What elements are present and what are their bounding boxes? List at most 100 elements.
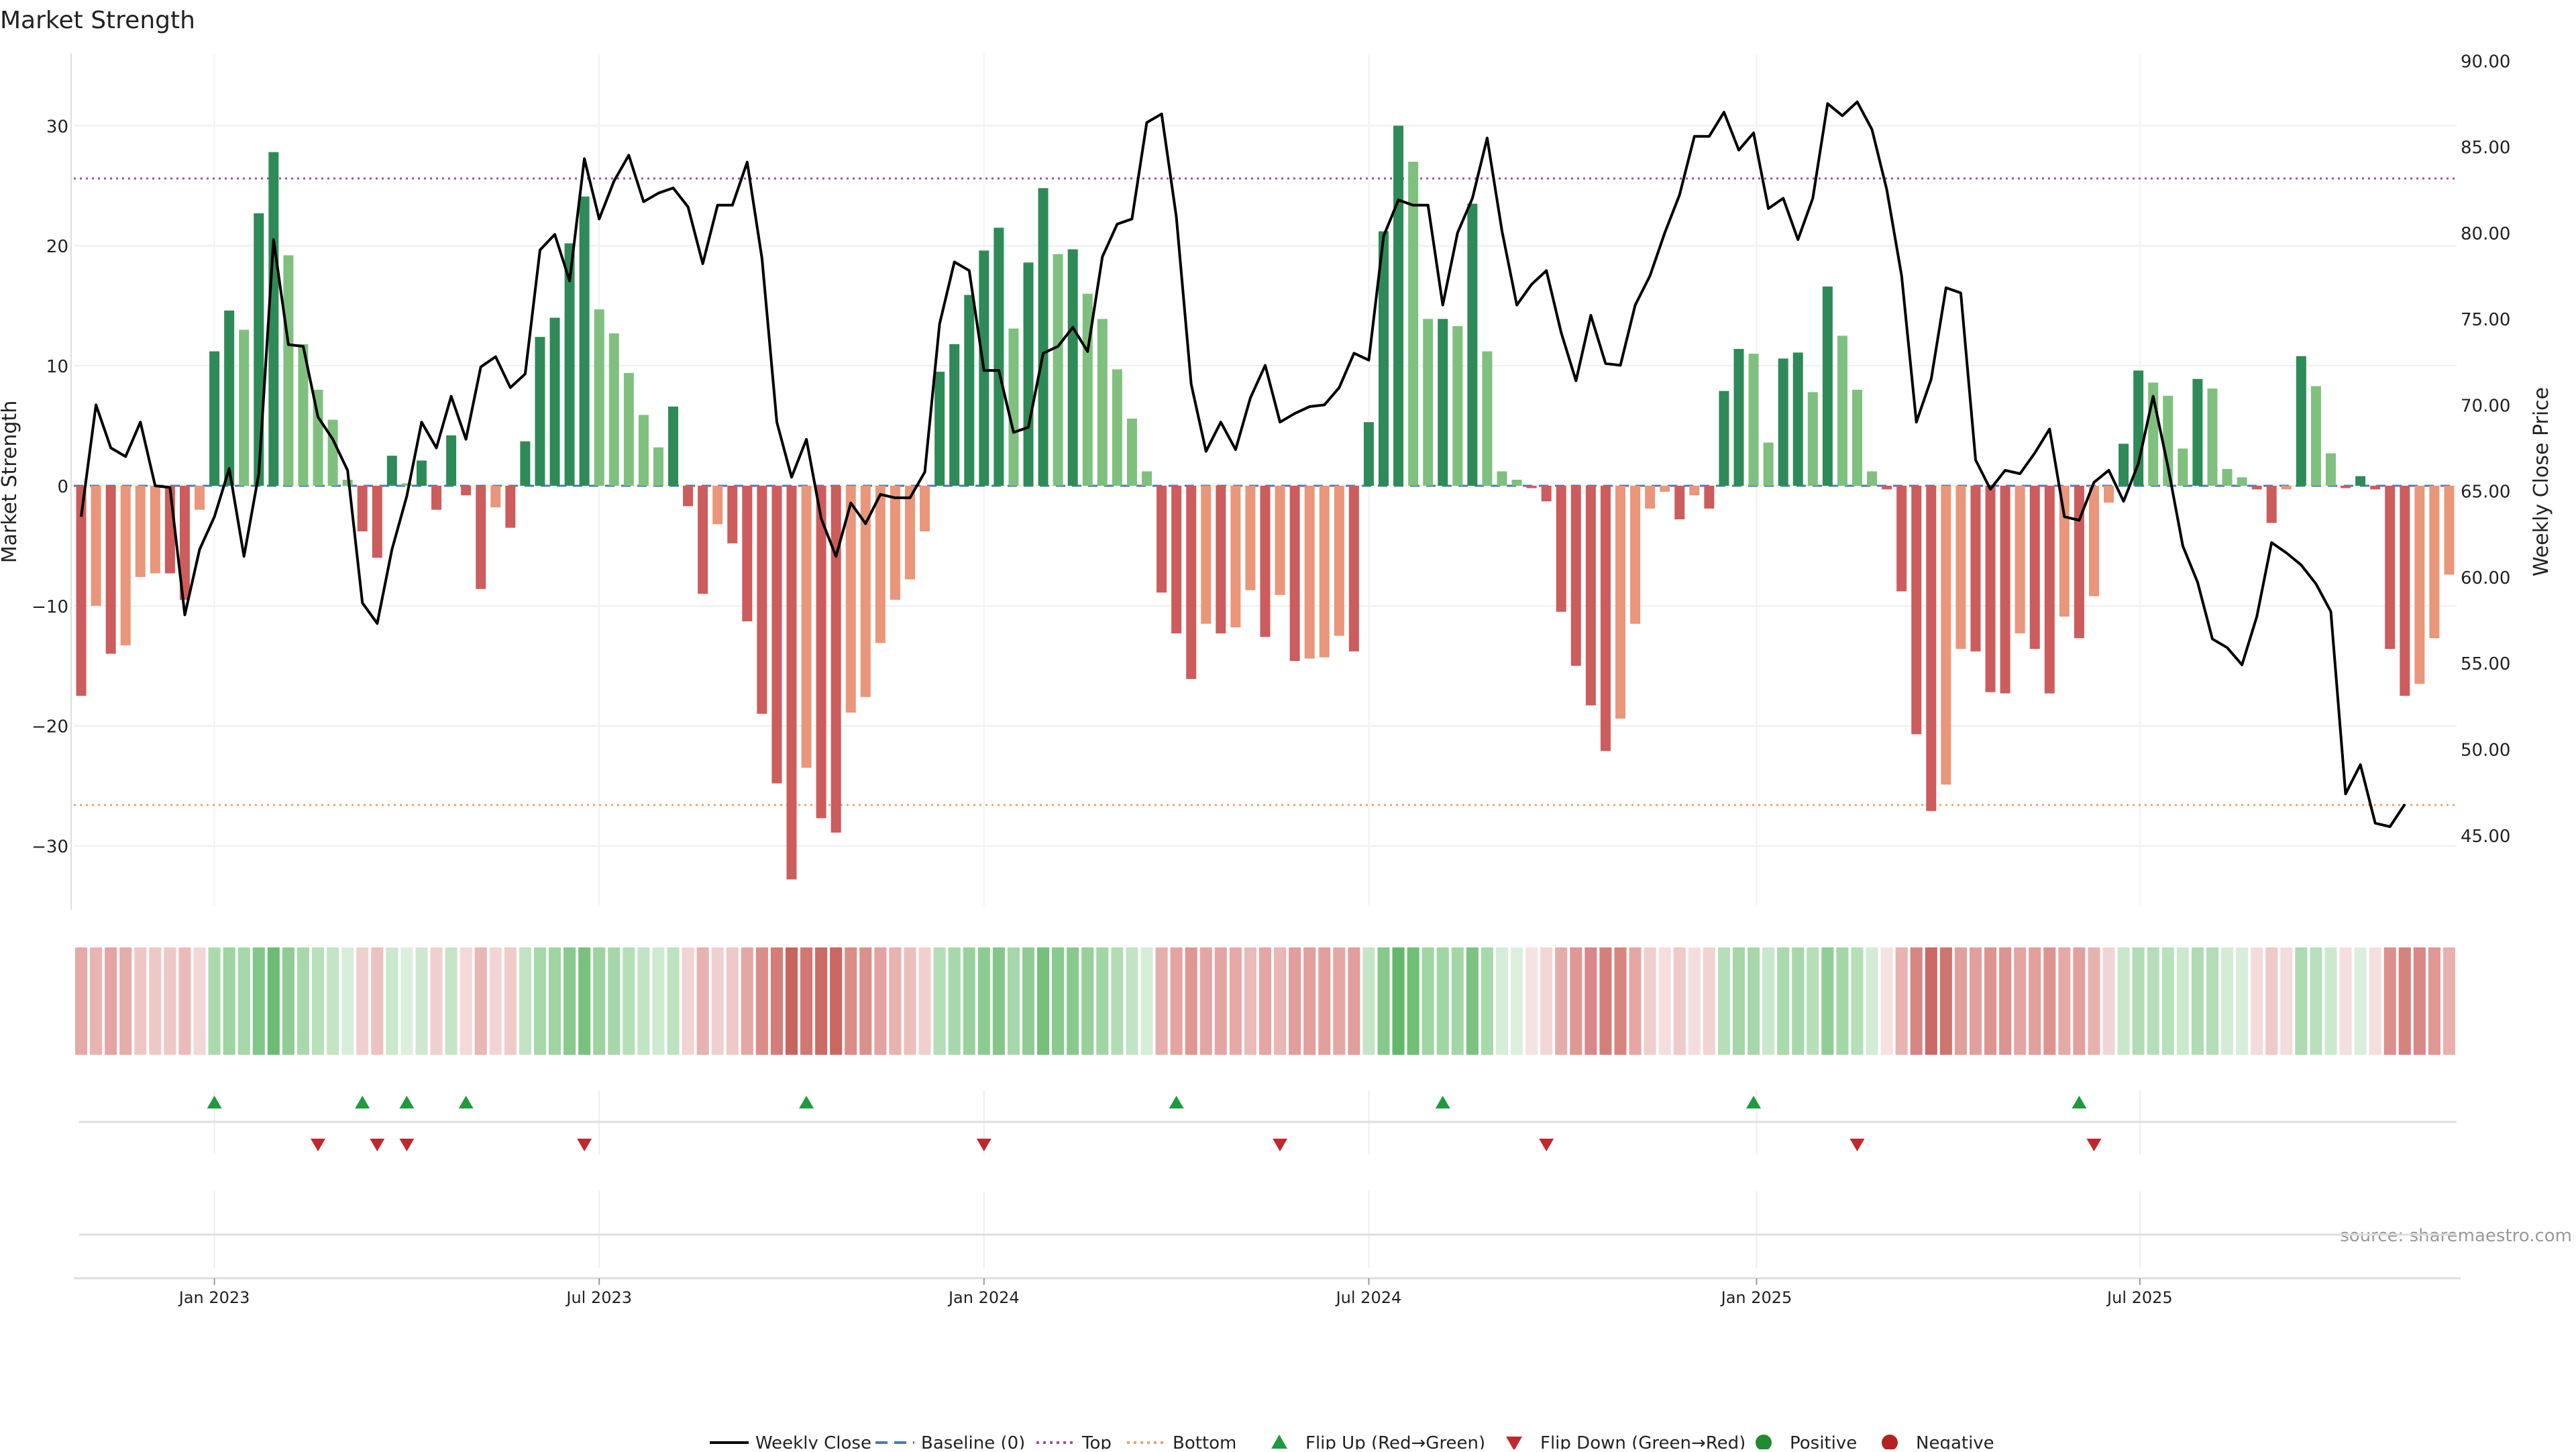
heat-cell <box>2324 947 2337 1055</box>
strength-bar <box>830 485 841 833</box>
heat-cell <box>1717 947 1730 1055</box>
strength-bar <box>1038 188 1049 486</box>
strength-bar <box>1570 485 1581 666</box>
strength-bar <box>623 372 634 486</box>
strength-bar <box>1245 485 1256 590</box>
strength-bar <box>2222 468 2233 486</box>
legend-swatch-tri-up <box>1271 1435 1287 1449</box>
strength-bar <box>283 255 294 486</box>
strength-bar <box>2296 356 2306 486</box>
heat-cell <box>1185 947 1197 1055</box>
legend-item: Weekly Close <box>710 1433 871 1452</box>
right-tick-label: 55.00 <box>2461 654 2510 674</box>
legend: Weekly Close Baseline (0) Top Bottom Flip Up… <box>710 1433 1994 1452</box>
legend-label: Negative <box>1916 1433 1994 1449</box>
flip-up-marker <box>1169 1096 1184 1108</box>
strength-bar <box>564 243 575 486</box>
heat-cell <box>1748 947 1760 1055</box>
strength-bar <box>1363 422 1374 486</box>
legend-swatch-circle <box>1756 1435 1772 1451</box>
legend-label: Positive <box>1790 1433 1857 1449</box>
strength-bar <box>742 485 753 622</box>
flip-down-marker <box>311 1139 326 1151</box>
strength-bar <box>2133 370 2144 486</box>
x-tick-label: Jan 2023 <box>178 1288 250 1307</box>
strength-bar <box>1660 485 1670 492</box>
strength-bar <box>1911 485 1922 735</box>
strength-bar <box>920 485 930 531</box>
flip-up-marker <box>207 1096 222 1108</box>
heat-cell <box>119 947 132 1055</box>
strength-bar <box>372 485 382 558</box>
strength-bar <box>1511 480 1522 486</box>
strength-bar <box>2444 485 2455 575</box>
strength-bar <box>2341 485 2351 488</box>
heat-cell <box>889 947 902 1055</box>
heat-cell <box>1658 947 1671 1055</box>
legend-item: Bottom <box>1127 1433 1236 1452</box>
heat-cell <box>696 947 709 1055</box>
strength-bar <box>698 485 708 594</box>
legend-label: Weekly Close <box>755 1433 871 1449</box>
right-tick-label: 45.00 <box>2461 827 2510 847</box>
heat-cell <box>1303 947 1316 1055</box>
heat-cell <box>2176 947 2189 1055</box>
heat-cell <box>948 947 961 1055</box>
strength-bar <box>638 415 649 486</box>
heat-cell <box>1407 947 1419 1055</box>
heat-cell <box>1511 947 1523 1055</box>
x-tick-label: Jul 2025 <box>2106 1288 2173 1307</box>
flip-up-marker <box>1746 1096 1762 1108</box>
strength-bar <box>1851 389 1862 486</box>
strength-bar <box>2281 485 2292 490</box>
strength-bar <box>2266 485 2277 523</box>
heat-cell <box>2088 947 2100 1055</box>
heat-cell <box>711 947 724 1055</box>
strength-bar <box>1941 485 1951 785</box>
heat-cell <box>564 947 576 1055</box>
left-tick-label: −30 <box>32 837 68 858</box>
strength-bar <box>934 372 945 486</box>
flip-down-marker <box>1539 1139 1554 1151</box>
heat-cell <box>1466 947 1479 1055</box>
strength-bar <box>1482 351 1493 486</box>
strength-bar <box>1689 485 1700 496</box>
strength-bar <box>1053 254 1063 486</box>
heat-cell <box>2117 947 2130 1055</box>
right-tick-label: 85.00 <box>2461 138 2510 158</box>
strength-bar <box>1126 418 1137 486</box>
heat-cell <box>2339 947 2352 1055</box>
heat-cell <box>1067 947 1079 1055</box>
strength-bar <box>2310 386 2321 486</box>
heat-cell <box>770 947 783 1055</box>
strength-bar <box>1008 328 1019 486</box>
strength-bar <box>1763 442 1774 486</box>
legend-item: Positive <box>1756 1433 1857 1452</box>
heat-cell <box>445 947 458 1055</box>
strength-bar <box>1201 485 1212 624</box>
strength-bar <box>1807 392 1818 486</box>
left-tick-label: −20 <box>32 717 68 737</box>
heat-cell <box>164 947 176 1055</box>
heat-cell <box>1199 947 1212 1055</box>
heat-cell <box>237 947 250 1055</box>
strength-bar <box>1926 485 1937 811</box>
heat-cell <box>682 947 694 1055</box>
strength-bar <box>594 309 604 486</box>
heat-cell <box>1421 947 1434 1055</box>
heat-cell <box>2443 947 2456 1055</box>
heat-cell <box>2295 947 2308 1055</box>
heat-cell <box>267 947 280 1055</box>
heat-cell <box>2014 947 2027 1055</box>
heat-cell <box>2102 947 2115 1055</box>
left-tick-label: 20 <box>46 237 68 257</box>
strength-bar <box>2400 485 2410 696</box>
heat-cell <box>1274 947 1287 1055</box>
heat-cell <box>1762 947 1775 1055</box>
heat-cell <box>371 947 384 1055</box>
strength-bar <box>949 344 960 486</box>
strength-bar <box>608 333 619 486</box>
strength-bar <box>2370 485 2381 490</box>
heat-cell <box>859 947 872 1055</box>
